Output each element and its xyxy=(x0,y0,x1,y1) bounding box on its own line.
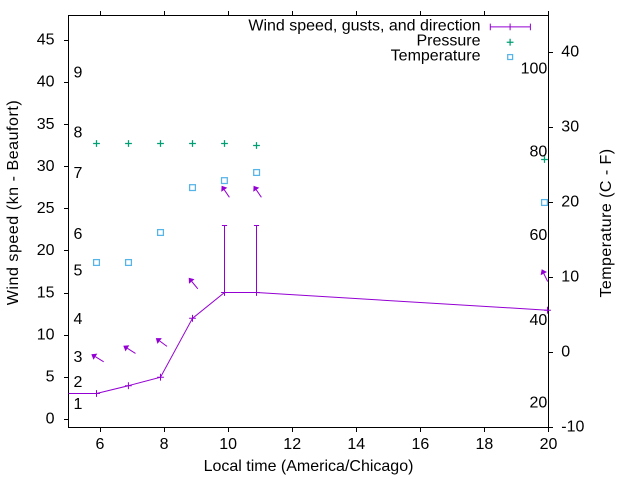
svg-text:10: 10 xyxy=(561,269,579,286)
svg-text:40: 40 xyxy=(561,44,579,61)
svg-text:9: 9 xyxy=(74,65,83,82)
svg-text:80: 80 xyxy=(530,143,548,160)
svg-text:10: 10 xyxy=(37,327,55,344)
svg-text:3: 3 xyxy=(74,349,83,366)
svg-text:Wind speed (kn - Beaufort): Wind speed (kn - Beaufort) xyxy=(5,100,22,306)
svg-text:5: 5 xyxy=(74,263,83,280)
svg-text:0: 0 xyxy=(46,411,55,428)
svg-text:35: 35 xyxy=(37,116,55,133)
svg-text:8: 8 xyxy=(160,436,169,453)
svg-text:30: 30 xyxy=(561,119,579,136)
svg-text:0: 0 xyxy=(561,344,570,361)
svg-text:7: 7 xyxy=(74,165,83,182)
svg-text:10: 10 xyxy=(219,436,237,453)
svg-text:16: 16 xyxy=(412,436,430,453)
svg-text:20: 20 xyxy=(561,194,579,211)
svg-text:Temperature (C - F): Temperature (C - F) xyxy=(598,148,615,297)
svg-text:-10: -10 xyxy=(561,419,584,436)
svg-text:5: 5 xyxy=(46,369,55,386)
svg-text:12: 12 xyxy=(283,436,301,453)
svg-text:Temperature: Temperature xyxy=(391,48,481,65)
svg-text:4: 4 xyxy=(74,311,83,328)
svg-text:6: 6 xyxy=(74,226,83,243)
svg-text:8: 8 xyxy=(74,124,83,141)
svg-text:25: 25 xyxy=(37,200,55,217)
svg-text:6: 6 xyxy=(96,436,105,453)
svg-text:Local time (America/Chicago): Local time (America/Chicago) xyxy=(204,458,414,475)
svg-text:15: 15 xyxy=(37,284,55,301)
svg-text:45: 45 xyxy=(37,32,55,49)
svg-text:40: 40 xyxy=(37,74,55,91)
svg-text:60: 60 xyxy=(530,227,548,244)
svg-text:Pressure: Pressure xyxy=(416,33,480,50)
svg-text:20: 20 xyxy=(540,436,558,453)
svg-text:100: 100 xyxy=(521,61,548,78)
svg-text:14: 14 xyxy=(347,436,365,453)
svg-text:1: 1 xyxy=(74,396,83,413)
svg-text:20: 20 xyxy=(37,242,55,259)
svg-text:Wind speed, gusts, and directi: Wind speed, gusts, and direction xyxy=(248,18,480,35)
svg-text:20: 20 xyxy=(530,394,548,411)
svg-text:18: 18 xyxy=(476,436,494,453)
svg-text:30: 30 xyxy=(37,158,55,175)
svg-text:2: 2 xyxy=(74,374,83,391)
svg-text:40: 40 xyxy=(530,312,548,329)
